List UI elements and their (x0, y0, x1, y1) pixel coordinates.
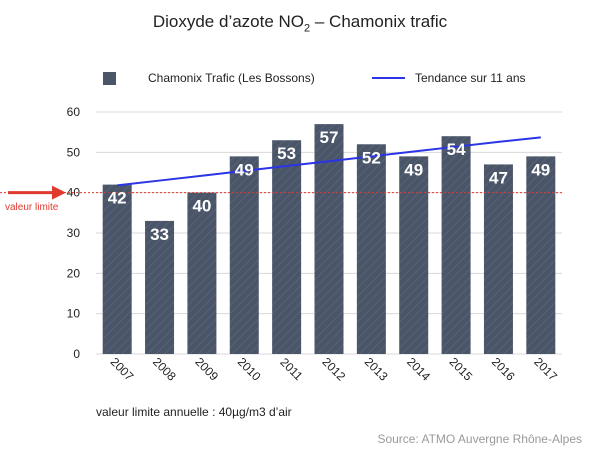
x-tick-label: 2013 (362, 355, 391, 384)
bar-value-label: 57 (320, 128, 339, 147)
legend-bar-label: Chamonix Trafic (Les Bossons) (148, 71, 315, 85)
bar (102, 184, 132, 354)
bar-value-label: 53 (277, 144, 296, 163)
bar-value-label: 54 (447, 140, 466, 159)
source-credit: Source: ATMO Auvergne Rhône-Alpes (377, 432, 582, 446)
bar (483, 164, 513, 354)
x-tick-label: 2014 (404, 355, 433, 384)
y-tick-label: 20 (67, 266, 81, 280)
bar-value-label: 33 (150, 225, 169, 244)
legend-line-label: Tendance sur 11 ans (415, 71, 526, 85)
bar (272, 140, 302, 354)
bar (229, 156, 259, 354)
bar-value-label: 49 (235, 160, 254, 179)
x-tick-label: 2015 (447, 355, 476, 384)
bar (526, 156, 556, 354)
bar-value-label: 52 (362, 148, 381, 167)
chart-title: Dioxyde d’azote NO2 – Chamonix trafic (152, 12, 448, 35)
bar (187, 192, 217, 354)
bar (314, 124, 344, 354)
bar (145, 220, 175, 354)
x-tick-label: 2011 (277, 355, 305, 383)
bar-value-label: 47 (489, 168, 508, 187)
bar-value-label: 49 (404, 160, 423, 179)
x-tick-label: 2010 (235, 355, 264, 384)
bar (441, 136, 471, 354)
bar (399, 156, 429, 354)
y-tick-label: 50 (67, 145, 81, 159)
x-tick-label: 2016 (489, 355, 518, 384)
y-tick-label: 60 (67, 105, 81, 119)
bar-value-label: 49 (531, 160, 550, 179)
footnote: valeur limite annuelle : 40µg/m3 d’air (96, 405, 292, 419)
threshold-label: valeur limite (5, 202, 59, 213)
y-tick-label: 0 (73, 347, 80, 361)
legend-bar-swatch (103, 72, 116, 85)
x-tick-label: 2007 (108, 355, 137, 384)
bar (356, 144, 386, 354)
x-tick-label: 2008 (150, 355, 179, 384)
bar-value-label: 40 (192, 197, 211, 216)
x-tick-label: 2009 (192, 355, 221, 384)
trend-line (117, 136, 541, 187)
x-tick-label: 2017 (531, 355, 560, 384)
y-tick-label: 10 (67, 307, 81, 321)
x-tick-label: 2012 (319, 355, 348, 384)
y-tick-label: 30 (67, 226, 81, 240)
threshold-arrow-icon (52, 185, 66, 200)
bar-value-label: 42 (108, 189, 127, 208)
